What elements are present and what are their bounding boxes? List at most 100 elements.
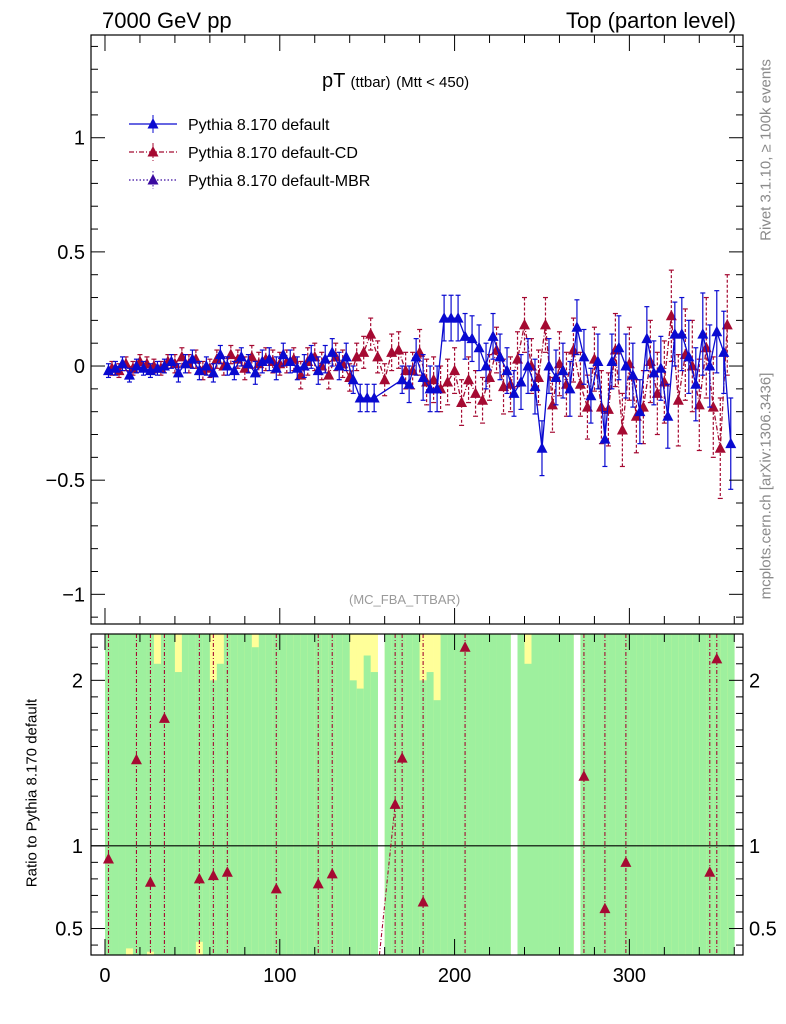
series-default-marker <box>200 360 212 371</box>
series-default-cd-marker <box>651 387 663 398</box>
series-default-marker <box>403 378 415 389</box>
x-tick-label: 0 <box>99 965 110 987</box>
green-band-bin <box>545 634 553 955</box>
series-default-cd-marker <box>721 318 733 330</box>
series-default-cd-marker <box>574 378 586 389</box>
ratio-cd-marker <box>578 770 590 781</box>
green-band-bin <box>363 655 371 955</box>
green-band-bin <box>426 672 434 955</box>
series-default-cd-marker <box>644 355 656 366</box>
ratio-cd-marker <box>704 866 716 877</box>
series-default-cd-marker <box>400 364 412 376</box>
green-band-bin <box>384 634 392 955</box>
series-default-marker <box>242 357 254 369</box>
ratio-y-tick-label: 0.5 <box>55 919 83 941</box>
series-default-marker <box>319 353 331 364</box>
series-default-cd-marker <box>323 369 335 380</box>
green-band-bin <box>531 634 539 955</box>
series-default-cd-marker <box>449 364 461 376</box>
green-band-bin <box>349 680 357 955</box>
series-default-cd-marker <box>176 350 188 362</box>
legend-label: Pythia 8.170 default <box>188 117 330 134</box>
y-tick-label: 0.5 <box>57 242 85 264</box>
y-tick-label: −0.5 <box>46 470 85 492</box>
green-band-bin <box>524 663 532 955</box>
series-default-marker <box>550 371 562 382</box>
series-default <box>102 290 737 490</box>
green-band-bin <box>202 634 211 955</box>
green-band-bin <box>657 634 665 955</box>
series-default-marker <box>431 382 443 394</box>
green-band-bin <box>587 634 595 955</box>
green-band-bin <box>496 634 504 955</box>
green-band-bin <box>685 634 693 955</box>
series-default-marker <box>711 325 723 337</box>
series-default-marker <box>214 348 226 360</box>
series-default-marker <box>473 341 485 353</box>
green-band-bin <box>538 634 546 955</box>
x-axis: 0 100 200 300 <box>99 35 735 987</box>
series-default-cd-marker <box>693 398 705 410</box>
series-default-cd-marker <box>532 371 544 382</box>
series-default-marker <box>697 328 709 339</box>
ratio-cd-marker <box>711 652 723 664</box>
series-default-marker <box>543 360 555 371</box>
green-band-bin <box>237 634 246 955</box>
green-band-bin <box>286 634 295 955</box>
series-default-marker <box>270 362 282 373</box>
series-default-marker <box>578 350 590 362</box>
ratio-cd-marker <box>312 877 324 889</box>
green-band-bin <box>230 634 239 955</box>
ratio-panel-frame <box>90 633 744 956</box>
legend-label: Pythia 8.170 default-MBR <box>188 173 370 190</box>
series-default-marker <box>333 360 345 371</box>
analysis-tag: (MC_FBA_TTBAR) <box>349 592 461 607</box>
series-default-cd-marker <box>463 373 475 385</box>
series-default-marker <box>305 350 317 362</box>
green-band-bin <box>475 634 483 955</box>
series-default-marker <box>487 330 499 341</box>
series-default-cd-marker <box>665 309 677 321</box>
green-band-bin <box>622 634 630 955</box>
series-default-marker <box>179 357 191 369</box>
green-band-bin <box>447 634 455 955</box>
series-default-marker <box>452 312 464 323</box>
series-default-marker <box>564 382 576 394</box>
series-default-cd-marker <box>553 357 565 369</box>
ratio-cd-marker <box>270 882 282 894</box>
green-band-bin <box>160 634 169 955</box>
ratio-cd-marker <box>459 641 471 652</box>
green-band-bin <box>629 634 637 955</box>
series-default-marker <box>368 391 380 403</box>
series-default-marker <box>277 348 289 360</box>
series-default-marker <box>221 360 233 371</box>
green-band-bin <box>671 634 679 955</box>
series-default-cd-marker <box>372 350 384 362</box>
green-band-bin <box>552 634 560 955</box>
series-default-cd-marker <box>539 318 551 330</box>
green-band-bin <box>223 634 232 955</box>
ratio-y-tick-label: 2 <box>72 670 83 692</box>
ratio-y-tick-label: 1 <box>72 836 83 858</box>
series-default-marker <box>641 332 653 344</box>
legend: Pythia 8.170 default Pythia 8.170 default… <box>129 115 370 190</box>
main-y-axis: −1 −0.5 0 0.5 1 <box>46 45 743 618</box>
green-band-bin <box>566 634 574 955</box>
series-default-marker <box>718 346 730 357</box>
plot-title-sub2: (Mtt < 450) <box>396 74 470 91</box>
series-default-marker <box>501 364 513 376</box>
ratio-y-tick-label-right: 2 <box>749 670 760 692</box>
series-default-marker <box>655 362 667 373</box>
header-right-label: Top (parton level) <box>566 8 736 33</box>
series-default-cd-marker <box>616 423 628 435</box>
series-default-marker <box>571 321 583 332</box>
ratio-cd-marker <box>102 853 114 864</box>
series-default-marker <box>137 362 149 373</box>
series-default-marker <box>536 442 548 453</box>
green-band-bin <box>580 634 588 955</box>
ratio-cd-marker <box>599 902 611 914</box>
ratio-y-tick-label-right: 0.5 <box>749 919 777 941</box>
green-band-bin <box>293 634 302 955</box>
series-default-marker <box>417 371 429 382</box>
series-default-line <box>108 317 732 449</box>
